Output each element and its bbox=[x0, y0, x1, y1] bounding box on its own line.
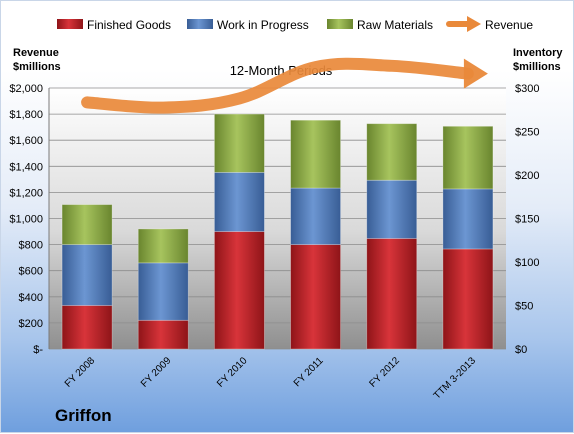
bar-work-in-progress bbox=[61, 244, 113, 306]
legend-swatch-finished-goods bbox=[57, 19, 83, 29]
left-tick-label: $2,000 bbox=[9, 83, 43, 95]
x-tick-label: TTM 3-2013 bbox=[432, 355, 479, 402]
legend-swatch-raw-materials bbox=[327, 19, 353, 29]
left-axis-title-line2: $millions bbox=[13, 61, 61, 73]
gridlines bbox=[48, 87, 506, 350]
right-tick-label: $50 bbox=[515, 301, 533, 313]
legend-label-work-in-progress: Work in Progress bbox=[217, 18, 309, 32]
x-tick-label: FY 2010 bbox=[215, 355, 250, 390]
x-tick-label: FY 2008 bbox=[63, 355, 98, 390]
left-tick-label: $1,200 bbox=[9, 187, 43, 199]
legend-label-finished-goods: Finished Goods bbox=[87, 18, 171, 32]
legend-swatch-work-in-progress bbox=[187, 19, 213, 29]
left-axis-ticks: $- $200 $400 $600 $800 $1,000 $1,200 $1,400 $1,6… bbox=[9, 83, 43, 356]
bar-finished-goods bbox=[61, 305, 113, 350]
legend-label-raw-materials: Raw Materials bbox=[357, 18, 433, 32]
bar-raw-materials bbox=[61, 204, 113, 246]
right-tick-label: $0 bbox=[515, 344, 527, 356]
left-tick-label: $1,000 bbox=[9, 214, 43, 226]
bar-work-in-progress bbox=[366, 179, 418, 239]
right-tick-label: $300 bbox=[515, 83, 539, 95]
bar-work-in-progress bbox=[442, 188, 494, 250]
company-name: Griffon bbox=[55, 406, 112, 425]
left-tick-label: $1,600 bbox=[9, 135, 43, 147]
right-axis-title-line2: $millions bbox=[513, 61, 561, 73]
bar-raw-materials bbox=[366, 123, 418, 181]
x-tick-label: FY 2009 bbox=[139, 355, 174, 390]
right-tick-label: $100 bbox=[515, 257, 539, 269]
bar-work-in-progress bbox=[290, 187, 341, 246]
revenue-line-path bbox=[81, 57, 474, 114]
legend: Finished Goods Work in Progress Raw Mate… bbox=[57, 16, 533, 32]
x-axis-ticks: FY 2008 FY 2009 FY 2010 FY 2011 FY 2012 TTM 3… bbox=[63, 355, 479, 402]
x-tick-label: FY 2012 bbox=[367, 355, 402, 390]
left-tick-label: $600 bbox=[19, 266, 43, 278]
legend-label-revenue: Revenue bbox=[485, 18, 533, 32]
left-tick-label: $800 bbox=[19, 240, 43, 252]
left-tick-label: $1,400 bbox=[9, 161, 43, 173]
revenue-line-arrowhead bbox=[463, 58, 488, 89]
bar-work-in-progress bbox=[214, 171, 265, 232]
right-tick-label: $250 bbox=[515, 127, 539, 139]
right-tick-label: $150 bbox=[515, 214, 539, 226]
left-tick-label: $400 bbox=[19, 292, 43, 304]
right-axis-title-line1: Inventory bbox=[513, 47, 563, 59]
bar-finished-goods bbox=[214, 231, 265, 350]
bar-finished-goods bbox=[290, 244, 341, 350]
bar-raw-materials bbox=[214, 113, 265, 173]
left-tick-label: $1,800 bbox=[9, 109, 43, 121]
left-tick-label: $- bbox=[33, 344, 43, 356]
bar-raw-materials bbox=[442, 125, 494, 190]
bar-raw-materials bbox=[137, 228, 189, 264]
revenue-line bbox=[81, 57, 488, 114]
bar-raw-materials bbox=[290, 119, 341, 189]
bars bbox=[61, 113, 494, 350]
bar-work-in-progress bbox=[137, 262, 189, 321]
x-tick-label: FY 2011 bbox=[292, 355, 326, 389]
right-axis-ticks: $0 $50 $100 $150 $200 $250 $300 bbox=[515, 83, 539, 356]
legend-swatch-revenue bbox=[446, 16, 481, 32]
left-tick-label: $200 bbox=[19, 318, 43, 330]
bar-finished-goods bbox=[137, 319, 189, 350]
left-axis-title-line1: Revenue bbox=[13, 47, 59, 59]
bar-finished-goods bbox=[442, 248, 494, 350]
bar-finished-goods bbox=[366, 238, 418, 350]
right-tick-label: $200 bbox=[515, 170, 539, 182]
